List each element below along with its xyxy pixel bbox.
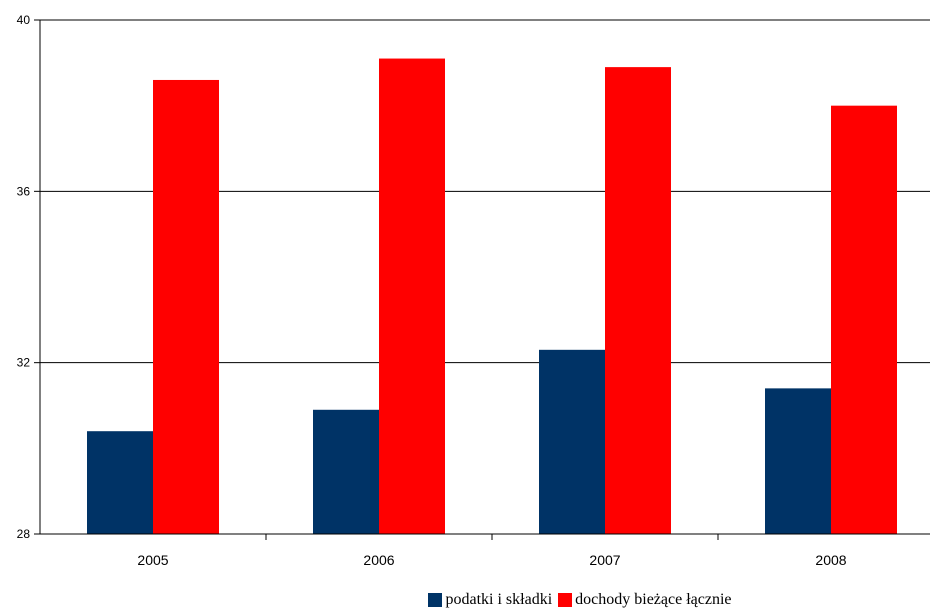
y-tick-label-40: 40	[17, 13, 31, 27]
legend-label-series-2: dochody bieżące łącznie	[575, 591, 732, 608]
legend-label-series-1: podatki i składki	[445, 591, 553, 608]
x-tick-label-2007: 2007	[589, 552, 620, 568]
y-tick-label-32: 32	[17, 356, 31, 370]
bar-1-2007	[539, 349, 605, 534]
bar-2-2006	[379, 58, 445, 535]
legend-swatch-series-1	[428, 593, 443, 607]
y-tick-label-36: 36	[17, 184, 31, 198]
x-tick-label-2005: 2005	[137, 552, 168, 568]
axes	[34, 19, 930, 540]
bar-1-2008	[765, 388, 831, 534]
bar-2-2005	[153, 79, 219, 534]
bars	[87, 58, 897, 535]
bar-1-2005	[87, 431, 153, 534]
bar-2-2007	[605, 67, 671, 534]
bar-1-2006	[313, 409, 379, 534]
legend-swatch-series-2	[558, 593, 573, 607]
axis-labels: 28 32 36 40 2005 2006 2007 2008	[17, 13, 847, 568]
x-tick-label-2006: 2006	[363, 552, 394, 568]
bar-chart: 28 32 36 40 2005 2006 2007 2008	[17, 13, 930, 568]
legend-item-series-2: dochody bieżące łącznie	[558, 591, 732, 609]
legend-item-series-1: podatki i składki	[198, 591, 552, 609]
legend: podatki i składki dochody bieżące łączni…	[0, 588, 930, 612]
bar-2-2008	[831, 105, 897, 535]
y-tick-label-28: 28	[17, 527, 31, 541]
x-tick-label-2008: 2008	[815, 552, 846, 568]
